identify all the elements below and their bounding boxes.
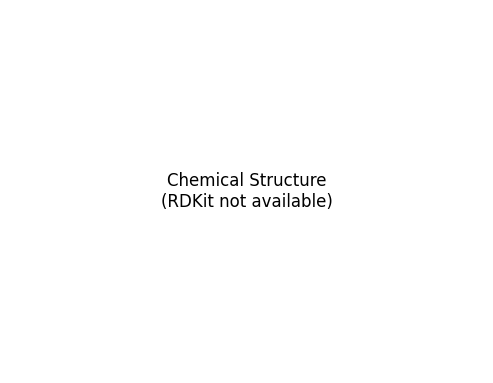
Text: Chemical Structure
(RDKit not available): Chemical Structure (RDKit not available)	[161, 172, 332, 211]
